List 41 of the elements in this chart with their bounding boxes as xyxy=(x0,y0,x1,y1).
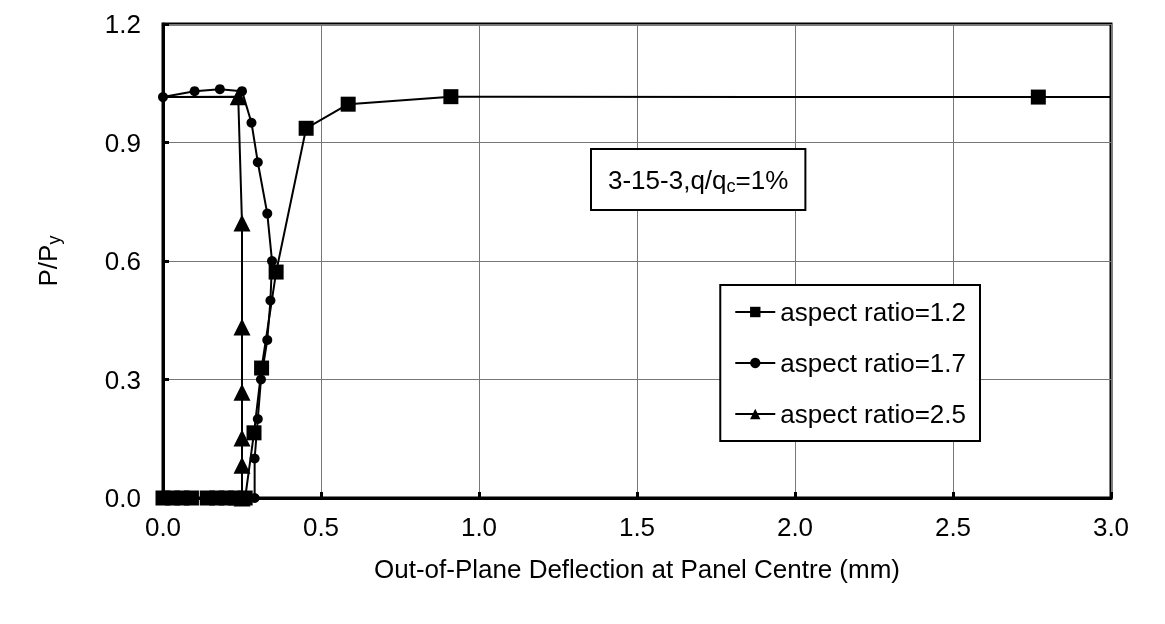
x-tick-label: 3.0 xyxy=(1092,512,1130,542)
y-tick-label: 1.2 xyxy=(104,9,141,39)
point xyxy=(252,414,263,424)
point xyxy=(189,86,200,97)
point xyxy=(298,120,314,136)
point xyxy=(268,264,284,280)
point xyxy=(233,429,251,447)
point xyxy=(1030,89,1046,105)
legend-label: aspect ratio=1.7 xyxy=(780,348,966,378)
x-axis-title: Out-of-Plane Deflection at Panel Centre (mm) xyxy=(374,554,900,584)
y-tick-label: 0.3 xyxy=(104,364,141,395)
point xyxy=(214,84,225,95)
y-tick-label: 0.6 xyxy=(104,246,141,276)
x-tick-label: 2.5 xyxy=(934,512,972,542)
point xyxy=(229,88,247,106)
x-tick-label: 0.5 xyxy=(302,512,340,542)
point xyxy=(233,318,251,336)
legend-label: aspect ratio=2.5 xyxy=(780,399,966,429)
point xyxy=(262,335,273,345)
point xyxy=(246,425,262,441)
point xyxy=(340,96,356,112)
y-tick-label: 0.0 xyxy=(104,483,141,513)
point xyxy=(252,157,263,168)
point xyxy=(246,117,257,128)
point xyxy=(183,490,199,506)
y-axis-title: P/Py xyxy=(32,234,64,287)
x-tick-label: 2.0 xyxy=(776,512,814,542)
point xyxy=(255,374,266,385)
point xyxy=(443,89,459,105)
point xyxy=(267,256,278,266)
y-tick-label: 0.9 xyxy=(104,127,141,158)
point xyxy=(233,214,251,232)
x-tick-label: 1.5 xyxy=(618,512,656,542)
point xyxy=(158,92,168,103)
point xyxy=(254,360,270,376)
x-tick-label: 0.0 xyxy=(144,512,182,542)
x-tick-label: 1.0 xyxy=(460,512,498,542)
legend-label: aspect ratio=1.2 xyxy=(780,297,966,327)
point xyxy=(265,295,276,306)
point xyxy=(249,453,260,464)
point xyxy=(262,208,273,219)
